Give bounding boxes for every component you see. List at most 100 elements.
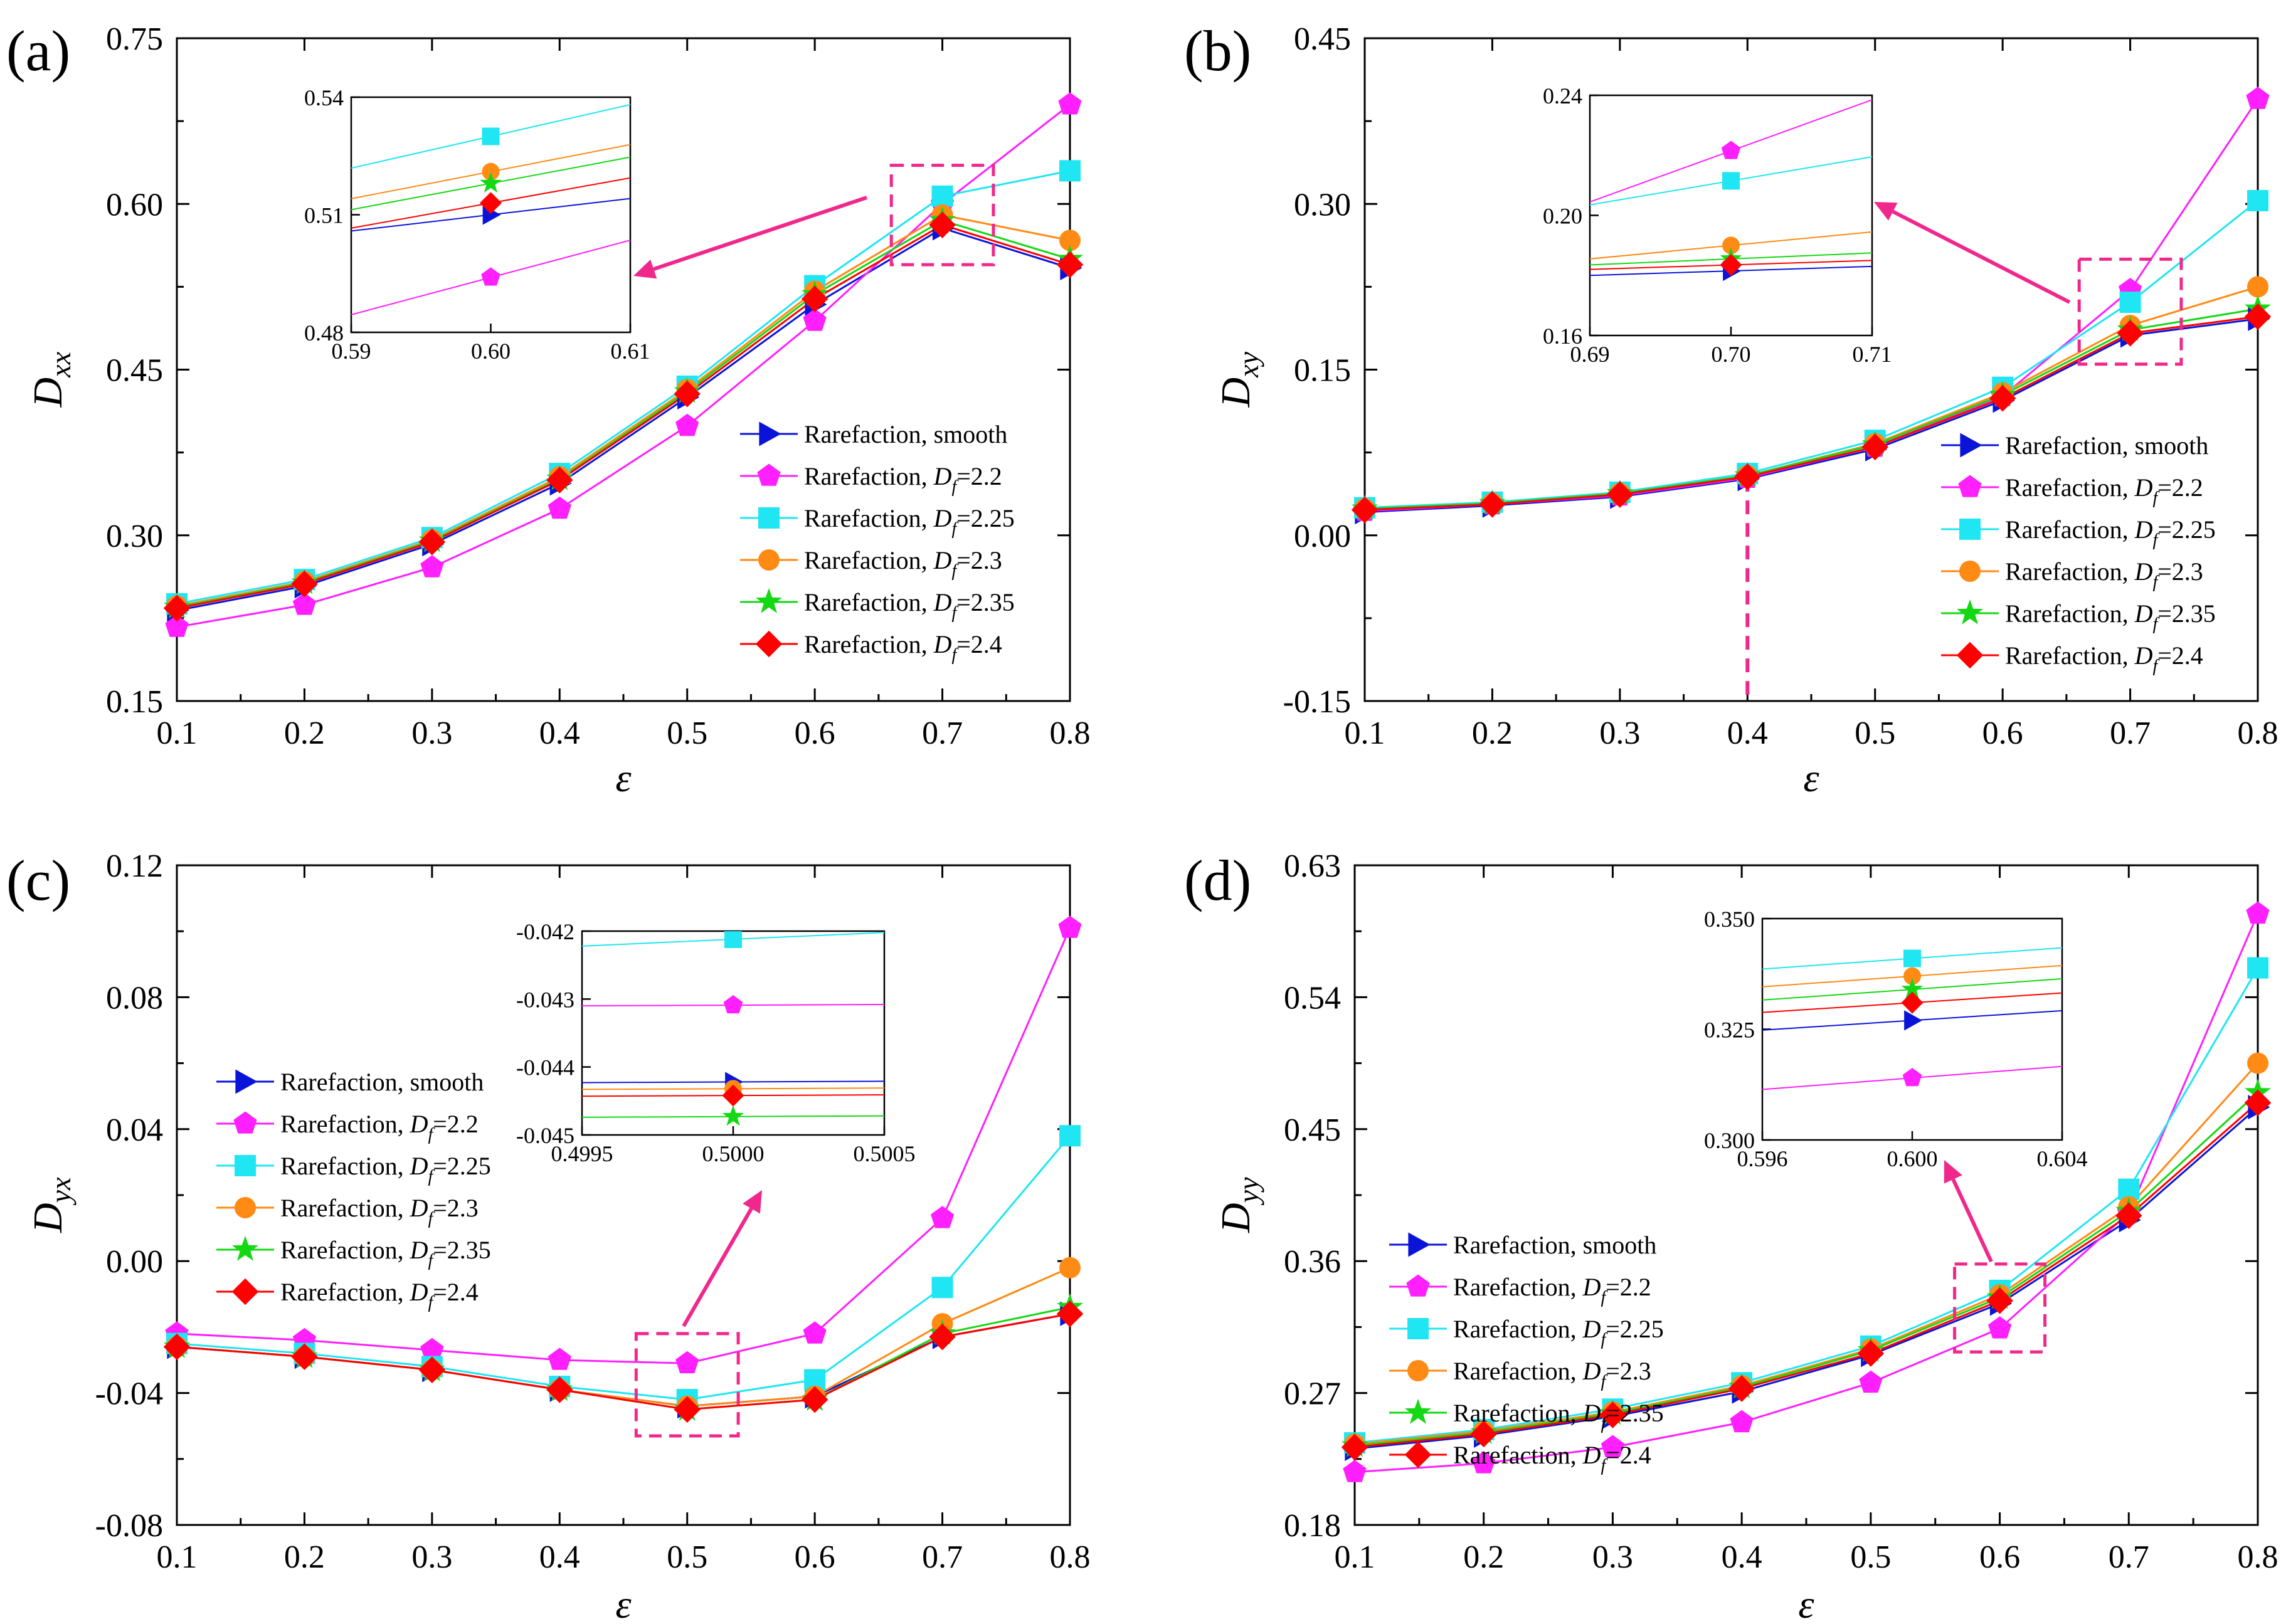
chart-panel-2: 0.1 0.2 0.3 0.4 0.5 0.6 0.7 0.8 -0.15 0.00 0.15 0.3… <box>1184 19 2278 800</box>
x-tick-label: 0.4 <box>1727 715 1768 751</box>
legend-marker <box>1958 475 1982 497</box>
series-3 <box>176 1135 1071 1401</box>
legend-marker <box>1407 1360 1429 1381</box>
legend-marker <box>1404 1441 1432 1468</box>
x-axis-label: ε <box>615 1582 632 1624</box>
series-markers-2 <box>165 915 1082 1374</box>
data-point <box>2244 303 2272 330</box>
y-tick-label: 0.30 <box>1294 187 1351 223</box>
y-tick-label: 0.30 <box>106 519 163 554</box>
legend-marker <box>756 588 782 613</box>
y-tick-label: 0.00 <box>1294 519 1351 554</box>
inset-data-point <box>1720 253 1742 276</box>
inset-y-tick-label: -0.044 <box>516 1055 574 1080</box>
inset-data-point <box>1902 1068 1922 1087</box>
inset-y-tick-label: 0.54 <box>304 85 344 110</box>
panel-label: (c) <box>6 848 70 912</box>
data-point <box>1859 1370 1883 1393</box>
x-tick-label: 0.1 <box>1345 715 1385 751</box>
series-line <box>176 219 1071 608</box>
x-tick-label: 0.4 <box>1722 1539 1762 1575</box>
legend-entry: Rarefaction, Df=2.25 <box>1453 1315 1664 1349</box>
legend-entry: Rarefaction, Df=2.35 <box>2005 599 2216 634</box>
chart-panel-3: 0.1 0.2 0.3 0.4 0.5 0.6 0.7 0.8 -0.08 -0.04 0.00 0.… <box>6 848 1091 1624</box>
chart-panel-4: 0.1 0.2 0.3 0.4 0.5 0.6 0.7 0.8 0.18 0.27 0.36 0.45… <box>1184 848 2278 1624</box>
legend-entry: Rarefaction, Df=2.2 <box>804 462 1002 497</box>
x-tick-label: 0.6 <box>1979 1539 2020 1575</box>
legend-marker <box>1957 599 1983 625</box>
series-line <box>176 103 1071 628</box>
series-line <box>176 1135 1071 1401</box>
x-tick-label: 0.3 <box>1599 715 1640 751</box>
x-tick-label: 0.6 <box>1982 715 2023 751</box>
legend-marker <box>757 463 781 486</box>
series-5 <box>176 219 1071 608</box>
inset-x-tick-label: 0.5000 <box>702 1141 765 1166</box>
inset-y-tick-label: 0.51 <box>304 203 344 228</box>
legend-entry: Rarefaction, Df=2.3 <box>1453 1357 1651 1391</box>
legend-entry: Rarefaction, smooth <box>280 1068 484 1096</box>
data-point <box>1056 1300 1084 1327</box>
x-tick-label: 0.7 <box>2110 715 2151 751</box>
data-point <box>2247 957 2268 979</box>
legend-marker <box>1956 641 1984 669</box>
y-tick-label: 0.08 <box>106 980 163 1016</box>
x-axis-label: ε <box>1803 756 1819 800</box>
x-tick-label: 0.2 <box>1472 715 1513 751</box>
data-point <box>1730 1410 1754 1433</box>
legend-entry: Rarefaction, Df=2.35 <box>1453 1399 1664 1433</box>
legend-marker <box>758 507 780 529</box>
y-tick-label: -0.04 <box>95 1376 163 1412</box>
inset-x-tick-label: 0.4995 <box>551 1141 613 1166</box>
legend-marker <box>755 630 783 658</box>
data-point <box>2247 189 2268 211</box>
legend-marker <box>233 1111 257 1134</box>
inset-x-tick-label: 0.61 <box>611 339 650 364</box>
y-tick-label: 0.00 <box>106 1244 163 1280</box>
legend-entry: Rarefaction, Df=2.4 <box>804 630 1002 665</box>
legend-entry: Rarefaction, Df=2.4 <box>1453 1441 1651 1475</box>
legend-entry: Rarefaction, smooth <box>1453 1231 1656 1259</box>
inset-chart: 0.4995 0.5000 0.5005 -0.045 -0.044 -0.043 -0.0… <box>516 919 916 1166</box>
data-point <box>1734 463 1761 490</box>
data-point <box>2115 1202 2142 1229</box>
y-axis-label: Dxy <box>1213 351 1264 408</box>
series-markers-6 <box>163 1300 1084 1423</box>
data-point <box>292 593 316 615</box>
x-tick-label: 0.8 <box>1050 1539 1091 1575</box>
data-point <box>675 1351 699 1374</box>
legend-marker <box>1406 1274 1430 1297</box>
data-point <box>931 1206 955 1228</box>
series-line <box>1354 1106 2258 1450</box>
y-tick-label: 0.45 <box>1294 21 1351 57</box>
legend-marker <box>1959 519 1981 540</box>
inset-data-point <box>1903 949 1921 968</box>
inset-chart: 0.59 0.60 0.61 0.48 0.51 0.54 <box>304 85 650 364</box>
zoom-arrow-head <box>1874 202 1898 221</box>
legend-entry: Rarefaction, Df=2.3 <box>804 546 1002 581</box>
x-tick-label: 0.8 <box>2238 1539 2278 1575</box>
x-tick-label: 0.1 <box>1335 1539 1375 1575</box>
panel-label: (d) <box>1184 848 1251 912</box>
legend-marker <box>235 1069 258 1094</box>
legend-marker <box>758 549 780 571</box>
data-point <box>2244 1089 2272 1116</box>
series-line <box>176 224 1071 609</box>
series-line <box>176 1312 1071 1411</box>
x-tick-label: 0.6 <box>795 715 835 751</box>
data-point <box>2247 1052 2268 1074</box>
series-line <box>1364 315 2258 511</box>
y-axis-label: Dxx <box>25 351 77 408</box>
zoom-box <box>889 164 995 266</box>
x-tick-label: 0.4 <box>539 715 580 751</box>
inset-data-point <box>1903 967 1921 985</box>
series-line <box>176 169 1071 605</box>
chart-panel-1: 0.1 0.2 0.3 0.4 0.5 0.6 0.7 0.8 0.15 0.30 0.45 0.60… <box>6 19 1091 800</box>
series-6 <box>176 1312 1071 1411</box>
data-point <box>1472 1451 1496 1474</box>
legend-entry: Rarefaction, Df=2.3 <box>2005 557 2203 592</box>
series-3 <box>176 169 1071 605</box>
data-point <box>1351 496 1379 524</box>
inset-x-tick-label: 0.604 <box>2037 1146 2088 1171</box>
data-point <box>931 185 953 207</box>
